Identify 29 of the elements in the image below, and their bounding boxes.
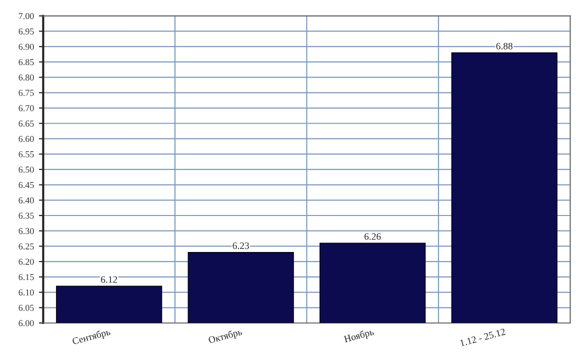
y-tick-label: 6.10 [18,289,34,296]
y-tick-label: 6.45 [18,182,34,188]
x-tick-label: Ноябрь [343,328,375,344]
y-tick-label: 6.80 [18,74,34,81]
data-label: 6.26 [364,233,381,240]
y-tick-label: 6.50 [18,166,34,173]
y-tick-label: 6.05 [18,304,34,311]
y-tick-label: 6.90 [18,44,34,50]
data-label: 6.12 [100,276,118,283]
x-tick-label: 1.12 - 25.12 [460,328,506,346]
data-label: 6.23 [232,242,249,250]
y-tick-label: 6.85 [18,59,34,66]
y-tick-label: 6.25 [18,243,34,250]
y-tick-label: 6.75 [18,90,34,96]
y-tick-label: 6.55 [18,151,34,158]
data-label: 6.88 [496,42,512,50]
y-tick-label: 6.40 [18,197,34,204]
y-tick-label: 6.35 [18,212,34,219]
y-tick-label: 6.65 [18,120,34,127]
y-tick-label: 6.20 [18,258,34,265]
x-tick-label: Октябрь [208,328,243,346]
y-tick-label: 7.00 [18,13,34,20]
y-tick-label: 6.00 [18,320,34,326]
y-tick-label: 6.60 [18,136,34,142]
y-tick-label: 6.30 [18,228,34,234]
y-tick-label: 6.15 [18,274,34,280]
y-tick-label: 6.95 [18,28,34,34]
x-tick-label: Сентябрь [72,328,112,347]
y-tick-label: 6.70 [18,105,34,112]
